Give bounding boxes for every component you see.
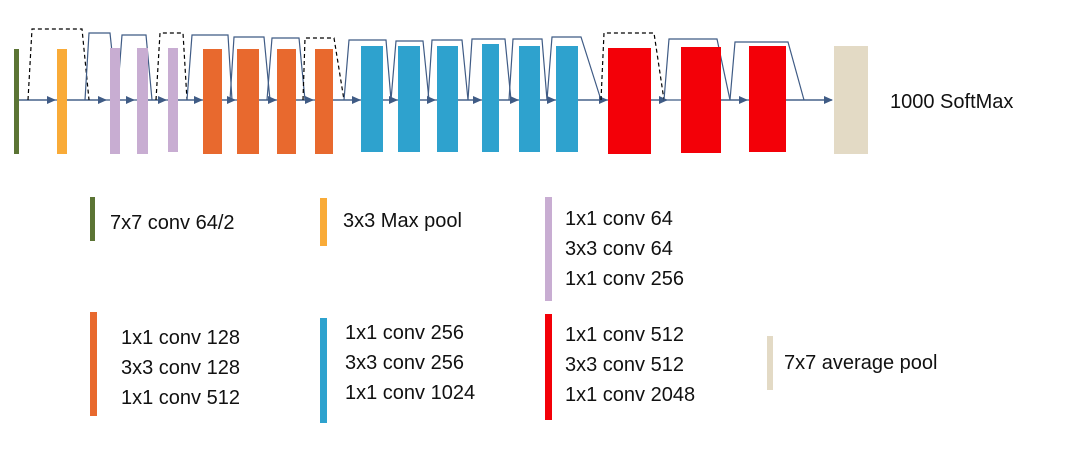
legend-label-conv1: 7x7 conv 64/2 bbox=[110, 208, 235, 238]
legend-label-stage2: 1x1 conv 128 3x3 conv 128 1x1 conv 512 bbox=[121, 323, 240, 413]
block-stage2 bbox=[277, 49, 296, 154]
legend-swatch-stage3 bbox=[320, 318, 327, 423]
block-stage3 bbox=[482, 44, 499, 152]
legend-swatch-maxpool bbox=[320, 198, 327, 246]
layer-blocks bbox=[14, 44, 868, 154]
legend-line: 3x3 conv 64 bbox=[565, 238, 673, 260]
skip-connection bbox=[729, 41, 805, 101]
output-label: 1000 SoftMax bbox=[890, 91, 1013, 113]
legend-label-stage1: 1x1 conv 64 3x3 conv 64 1x1 conv 256 bbox=[565, 204, 684, 294]
legend-line: 1x1 conv 256 bbox=[345, 322, 464, 344]
legend-label-maxpool: 3x3 Max pool bbox=[343, 206, 462, 236]
legend-label-avgpool: 7x7 average pool bbox=[784, 348, 937, 378]
block-stage3 bbox=[361, 46, 383, 152]
block-stage2 bbox=[203, 49, 222, 154]
legend-line: 7x7 average pool bbox=[784, 352, 938, 374]
skip-connection bbox=[229, 36, 271, 101]
legend-swatch-stage4 bbox=[545, 314, 552, 420]
block-stage3 bbox=[556, 46, 578, 152]
legend-line: 1x1 conv 64 bbox=[565, 208, 673, 230]
skip-connection bbox=[266, 37, 306, 101]
legend-line: 1x1 conv 1024 bbox=[345, 382, 476, 404]
skip-connection bbox=[546, 36, 602, 101]
legend-swatch-stage2 bbox=[90, 312, 97, 416]
block-stage2 bbox=[237, 49, 259, 154]
legend-line: 1x1 conv 256 bbox=[565, 268, 684, 290]
skip-connection bbox=[467, 38, 512, 101]
legend-label-stage4: 1x1 conv 512 3x3 conv 512 1x1 conv 2048 bbox=[565, 320, 695, 410]
legend-line: 1x1 conv 128 bbox=[121, 327, 240, 349]
skip-connections bbox=[27, 28, 805, 101]
skip-connection-dashed bbox=[155, 32, 188, 101]
block-stage2 bbox=[315, 49, 333, 154]
block-conv1 bbox=[14, 49, 19, 154]
block-stage1 bbox=[137, 48, 148, 154]
skip-connection bbox=[390, 40, 430, 101]
block-avgpool bbox=[834, 46, 868, 154]
block-stage1 bbox=[110, 48, 120, 154]
block-stage4 bbox=[749, 46, 786, 152]
block-stage3 bbox=[398, 46, 420, 152]
skip-connection-dashed bbox=[600, 32, 665, 101]
skip-connection-dashed bbox=[27, 28, 90, 101]
legend-line: 1x1 conv 2048 bbox=[565, 384, 696, 406]
legend-line: 7x7 conv 64/2 bbox=[110, 212, 235, 234]
legend-label-stage3: 1x1 conv 256 3x3 conv 256 1x1 conv 1024 bbox=[345, 318, 475, 408]
legend-line: 3x3 conv 128 bbox=[121, 357, 240, 379]
skip-connection-dashed bbox=[302, 37, 345, 101]
block-stage3 bbox=[437, 46, 458, 152]
legend-line: 3x3 Max pool bbox=[343, 210, 462, 232]
legend-swatch-avgpool bbox=[767, 336, 773, 390]
skip-connection bbox=[427, 39, 469, 101]
legend-swatch-stage1 bbox=[545, 197, 552, 301]
block-maxpool bbox=[57, 49, 67, 154]
skip-connection bbox=[663, 38, 731, 101]
skip-connection bbox=[343, 39, 392, 101]
legend-line: 1x1 conv 512 bbox=[121, 387, 240, 409]
block-stage1 bbox=[168, 48, 178, 152]
block-stage4 bbox=[608, 48, 651, 154]
legend-line: 3x3 conv 512 bbox=[565, 354, 684, 376]
skip-connection bbox=[508, 38, 548, 101]
skip-connection bbox=[186, 34, 233, 101]
legend-line: 1x1 conv 512 bbox=[565, 324, 684, 346]
legend-line: 3x3 conv 256 bbox=[345, 352, 464, 374]
block-stage4 bbox=[681, 47, 721, 153]
block-stage3 bbox=[519, 46, 540, 152]
legend-swatch-conv1 bbox=[90, 197, 95, 241]
